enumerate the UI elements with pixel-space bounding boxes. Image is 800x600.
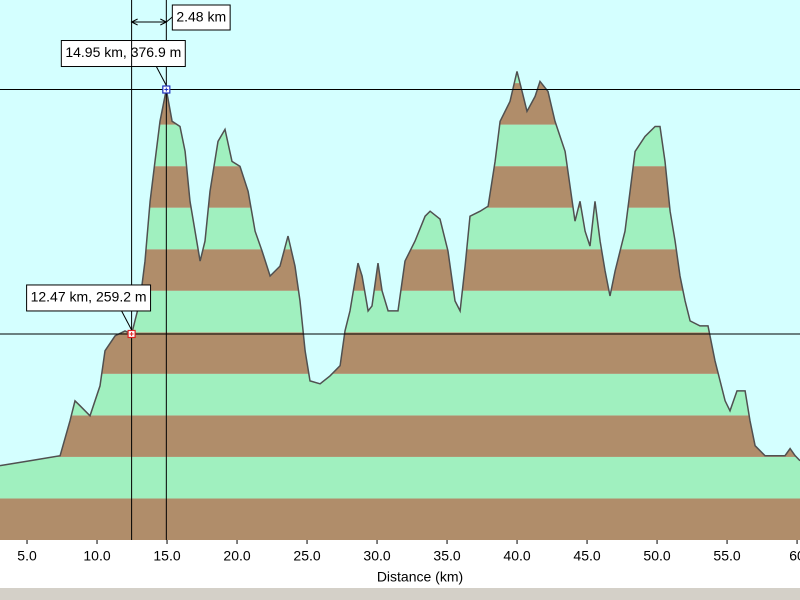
x-tick-label: 35.0	[433, 548, 460, 564]
label-leader	[121, 310, 133, 331]
x-tick-label: 20.0	[223, 548, 250, 564]
band	[0, 373, 800, 416]
span-leader	[166, 16, 173, 23]
span-label: 2.48 km	[176, 9, 226, 25]
band	[0, 498, 800, 540]
x-tick-label: 25.0	[293, 548, 320, 564]
x-tick-label: 15.0	[153, 548, 180, 564]
profile-line	[0, 71, 800, 467]
x-axis-label: Distance (km)	[377, 569, 463, 585]
x-tick-label: 60	[789, 548, 800, 564]
label-leader	[155, 66, 167, 86]
x-tick-label: 40.0	[503, 548, 530, 564]
cursor-label-box	[26, 284, 152, 312]
x-tick-label: 55.0	[713, 548, 740, 564]
span-label-box	[171, 4, 231, 31]
x-tick-label: 10.0	[83, 548, 110, 564]
x-tick-label: 45.0	[573, 548, 600, 564]
cursor-label-box	[60, 40, 186, 68]
span-arrow	[160, 18, 168, 26]
band	[0, 456, 800, 499]
span-arrow	[130, 18, 138, 26]
band	[0, 415, 800, 457]
status-strip	[0, 588, 800, 600]
cursor-label: 14.95 km, 376.9 m	[65, 44, 181, 60]
x-tick-label: 30.0	[363, 548, 390, 564]
x-tick-label: 5.0	[17, 548, 37, 564]
band	[0, 332, 800, 374]
cursor-label: 12.47 km, 259.2 m	[31, 289, 147, 305]
x-tick-label: 50.0	[643, 548, 670, 564]
